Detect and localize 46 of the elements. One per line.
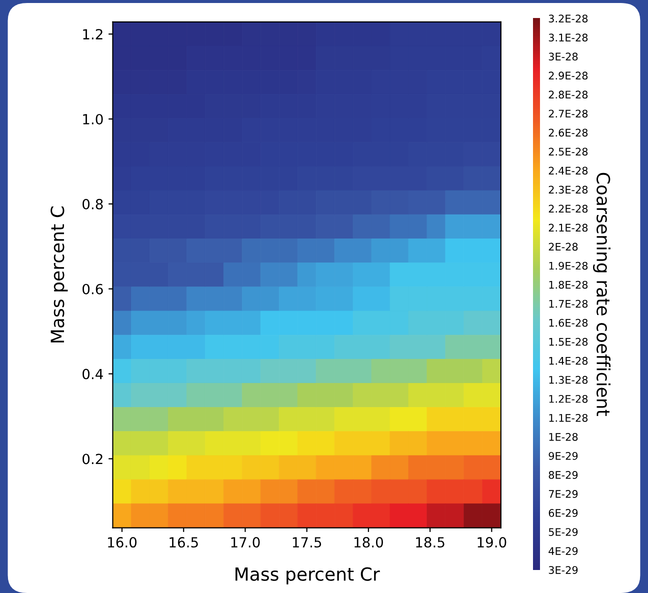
color-bar-label: 1.5E-28 xyxy=(549,338,588,346)
color-bar-label: 6E-29 xyxy=(548,509,578,517)
x-tick-label: 17.5 xyxy=(292,537,322,548)
color-bar-label: 2.4E-28 xyxy=(548,166,588,175)
y-tick-label: 0.6 xyxy=(82,284,103,294)
y-axis-title: Mass percent C xyxy=(50,206,68,342)
color-bar-label: 1E-28 xyxy=(549,432,578,441)
color-bar-label: 2.2E-28 xyxy=(548,204,588,213)
color-bar-label: 7E-29 xyxy=(548,490,578,498)
x-tick-label: 17.0 xyxy=(231,537,260,548)
color-bar-label: 1.9E-28 xyxy=(549,262,588,270)
color-bar-label: 3E-28 xyxy=(548,52,578,61)
color-bar-label: 2.9E-28 xyxy=(548,72,588,80)
y-tick-label: 0.2 xyxy=(82,454,102,464)
y-tick-label: 1.2 xyxy=(83,29,102,40)
color-bar-label: 1.7E-28 xyxy=(549,300,588,308)
color-bar-label: 5E-29 xyxy=(548,528,578,536)
color-bar-label: 3E-29 xyxy=(548,566,578,574)
y-tick-label: 0.4 xyxy=(82,368,103,380)
y-tick-label: 1.0 xyxy=(83,114,103,124)
y-tick-label: 0.8 xyxy=(82,198,103,210)
color-bar-label: 2.1E-28 xyxy=(548,224,588,232)
color-bar-label: 1.3E-28 xyxy=(549,376,588,384)
color-bar-label: 4E-29 xyxy=(548,547,578,555)
x-tick-label: 19.0 xyxy=(478,537,506,548)
color-bar-title: Coarsening rate coefficient xyxy=(593,172,610,416)
x-tick-label: 16.5 xyxy=(170,537,198,548)
color-bar-label: 1.1E-28 xyxy=(549,414,588,422)
color-bar-label: 1.2E-28 xyxy=(549,394,588,403)
color-bar-label: 3.1E-28 xyxy=(548,34,588,42)
color-bar-label: 2.7E-28 xyxy=(548,110,588,118)
color-bar-label: 9E-29 xyxy=(548,452,578,460)
color-bar-label: 2.5E-28 xyxy=(548,148,588,156)
color-bar-label: 2E-28 xyxy=(548,242,578,251)
color-bar-label: 1.6E-28 xyxy=(549,318,588,327)
color-bar-label: 8E-29 xyxy=(548,471,578,479)
color-bar-label: 2.3E-28 xyxy=(548,186,588,194)
color-bar-label: 2.8E-28 xyxy=(548,90,588,99)
color-bar-label: 1.8E-28 xyxy=(549,280,588,289)
color-bar-label: 2.6E-28 xyxy=(548,128,588,137)
x-axis-title: Mass percent Cr xyxy=(236,567,380,584)
color-bar-label: 1.4E-28 xyxy=(549,356,588,365)
x-tick-label: 18.5 xyxy=(416,537,444,548)
color-bar-label: 3.2E-28 xyxy=(548,14,588,22)
x-tick-label: 18.0 xyxy=(354,537,383,548)
x-tick-label: 16.0 xyxy=(108,537,137,548)
